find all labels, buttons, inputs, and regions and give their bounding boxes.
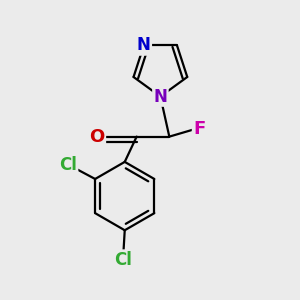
Text: N: N: [154, 88, 167, 106]
Text: Cl: Cl: [114, 251, 132, 269]
Text: Cl: Cl: [59, 156, 77, 174]
Text: F: F: [193, 120, 206, 138]
Text: N: N: [137, 36, 151, 54]
Text: O: O: [89, 128, 105, 146]
